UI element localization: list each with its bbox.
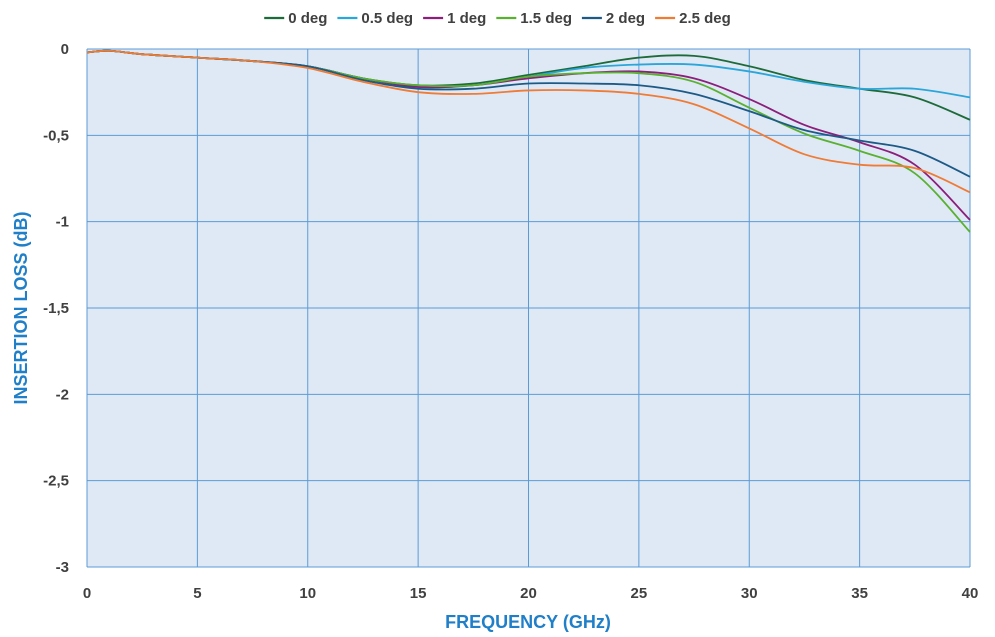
- y-axis-title: INSERTION LOSS (dB): [11, 211, 31, 404]
- y-tick-label: -2,5: [43, 473, 69, 490]
- x-tick-label: 10: [299, 585, 316, 602]
- legend-item: 1 deg: [423, 10, 486, 27]
- y-tick-label: 0: [61, 41, 69, 58]
- y-tick-label: -2: [56, 386, 69, 403]
- legend-item: 0.5 deg: [337, 10, 413, 27]
- legend-label: 2.5 deg: [679, 10, 731, 27]
- y-tick-label: -0,5: [43, 127, 69, 144]
- y-tick-label: -3: [56, 559, 69, 576]
- legend-label: 0.5 deg: [361, 10, 413, 27]
- legend-item: 2 deg: [581, 10, 645, 27]
- y-tick-label: -1,5: [43, 300, 69, 317]
- x-tick-label: 5: [193, 585, 201, 602]
- y-tick-labels: 0 -0,5 -1 -1,5 -2 -2,5 -3: [43, 41, 69, 576]
- legend-label: 2 deg: [606, 10, 645, 27]
- legend-item: 0 deg: [264, 10, 327, 27]
- x-tick-label: 0: [83, 585, 91, 602]
- x-tick-label: 15: [410, 585, 427, 602]
- x-tick-label: 25: [631, 585, 648, 602]
- x-tick-label: 20: [520, 585, 537, 602]
- legend-label: 0 deg: [288, 10, 327, 27]
- grid-layer: [86, 48, 971, 568]
- x-tick-label: 40: [962, 585, 979, 602]
- x-tick-label: 35: [851, 585, 868, 602]
- legend-item: 1.5 deg: [496, 10, 572, 27]
- legend: 0 deg 0.5 deg 1 deg 1.5 deg 2 deg 2.5 deg: [264, 10, 731, 27]
- x-axis-title: FREQUENCY (GHz): [445, 612, 611, 632]
- legend-item: 2.5 deg: [655, 10, 731, 27]
- series-line-2-5-deg: [86, 49, 971, 194]
- x-tick-label: 30: [741, 585, 758, 602]
- x-tick-labels: 0 5 10 15 20 25 30 35 40: [83, 585, 979, 602]
- legend-label: 1.5 deg: [520, 10, 572, 27]
- legend-label: 1 deg: [447, 10, 486, 27]
- y-tick-label: -1: [56, 214, 69, 231]
- series-layer: [86, 49, 971, 233]
